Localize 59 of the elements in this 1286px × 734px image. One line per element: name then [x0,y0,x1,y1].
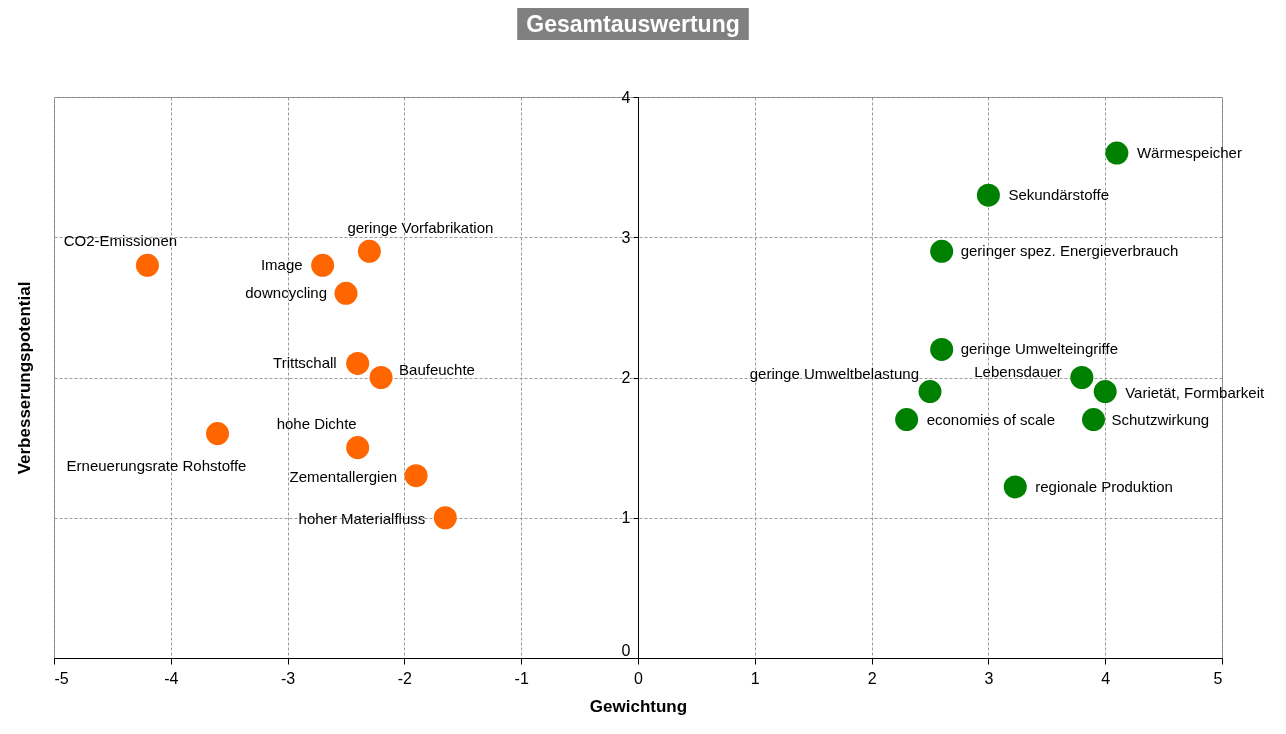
point [918,380,942,404]
annotation: Trittschall [273,354,337,372]
annotation: geringe Umwelteingriffe [960,340,1118,358]
chart-title: Gesamtauswertung [526,11,740,37]
y-tick-label: 1 [621,509,631,527]
annotation: regionale Produktion [1035,477,1173,495]
annotation: geringe Vorfabrikation [347,219,494,237]
y-tick-label: 3 [621,228,631,246]
annotation: hohe Dichte [276,414,357,432]
x-tick-label: -4 [164,669,179,687]
point [346,436,370,460]
annotation: Sekundärstoffe [1008,186,1110,204]
annotation: downcycling [245,284,327,302]
y-tick-label: 4 [621,88,631,106]
annotation: Schutzwirkung [1111,410,1210,428]
annotation: CO2-Emissionen [63,232,178,250]
annotation: Wärmespeicher [1136,144,1242,162]
annotation: Zementallergien [289,467,398,485]
annotation: hoher Materialfluss [298,509,426,527]
point [976,183,1000,207]
x-tick-label: -3 [280,669,296,687]
x-tick-label: -5 [54,669,69,687]
point [206,422,230,446]
annotation: economies of scale [926,410,1056,428]
x-tick-label: -1 [514,669,529,687]
x-tick-label: 5 [1213,669,1223,687]
point [334,281,358,305]
annotation: Varietät, Formbarkeit [1125,383,1265,401]
point [930,337,954,361]
point [433,506,457,530]
annotation: geringe Umweltbelastung [749,364,919,382]
point [135,253,159,277]
annotation: Lebensdauer [974,362,1062,380]
point [404,464,428,488]
point [357,239,381,263]
annotation: Image [260,256,303,274]
x-tick-label: 4 [1101,669,1111,687]
x-tick-label: 0 [634,669,644,687]
x-tick-label: 1 [750,669,760,687]
point [1105,141,1129,165]
annotation: Baufeuchte [399,360,475,378]
point [1082,408,1106,432]
point [369,366,393,389]
point [895,408,919,432]
annotation: geringer spez. Energieverbrauch [960,242,1179,260]
x-tick-label: -2 [397,669,413,687]
x-tick-label: 2 [867,669,877,687]
x-axis-title: Gewichtung [589,696,688,716]
y-tick-label: 2 [621,369,631,386]
point [1070,366,1094,389]
annotation: Erneuerungsrate Rohstoffe [66,456,247,474]
point [1093,380,1117,404]
point [1003,475,1027,499]
point [346,351,370,375]
y-tick-label: 0 [621,641,631,659]
x-tick-label: 3 [984,669,994,687]
y-axis-title: Verbesserungspotential [14,281,34,475]
point [311,253,335,277]
point [930,239,954,263]
